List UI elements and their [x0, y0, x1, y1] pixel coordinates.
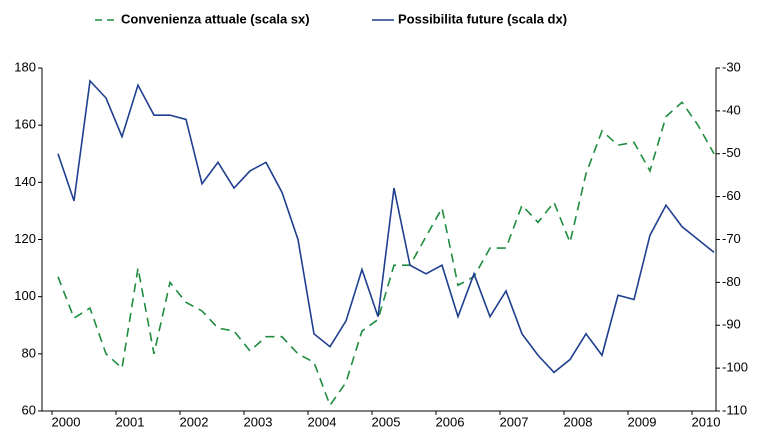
x-tick-label: 2000 [52, 414, 81, 429]
x-tick-label: 2008 [564, 414, 593, 429]
y-tick-label: 160 [14, 117, 36, 132]
y-tick-label: 80 [22, 345, 36, 360]
x-tick-label: 2005 [372, 414, 401, 429]
series-line [57, 101, 715, 407]
x-tick-label: 2006 [436, 414, 465, 429]
y2-tick-label: -90 [722, 317, 741, 332]
x-tick-label: 2001 [116, 414, 145, 429]
x-tick-label: 2007 [500, 414, 529, 429]
y-tick-label: 120 [14, 231, 36, 246]
x-tick-label: 2002 [180, 414, 209, 429]
legend-label: Convenienza attuale (scala sx) [121, 11, 310, 26]
y2-tick-label: -80 [722, 274, 741, 289]
y-tick-label: 60 [22, 402, 36, 417]
y2-tick-label: -40 [722, 102, 741, 117]
y2-tick-label: -110 [722, 402, 747, 417]
y2-tick-label: -60 [722, 188, 741, 203]
x-tick-label: 2003 [244, 414, 273, 429]
x-tick-label: 2004 [308, 414, 337, 429]
x-tick-label: 2010 [692, 414, 721, 429]
x-tick-label: 2009 [628, 414, 657, 429]
y2-tick-label: -70 [722, 231, 741, 246]
legend-label: Possibilita future (scala dx) [398, 11, 567, 26]
y2-tick-label: -50 [722, 145, 741, 160]
y-tick-label: 140 [14, 174, 36, 189]
series-line [57, 79, 715, 374]
y2-tick-label: -100 [722, 360, 748, 375]
y-tick-label: 100 [14, 288, 36, 303]
y-tick-label: 180 [14, 59, 36, 74]
y2-tick-label: -30 [722, 59, 741, 74]
